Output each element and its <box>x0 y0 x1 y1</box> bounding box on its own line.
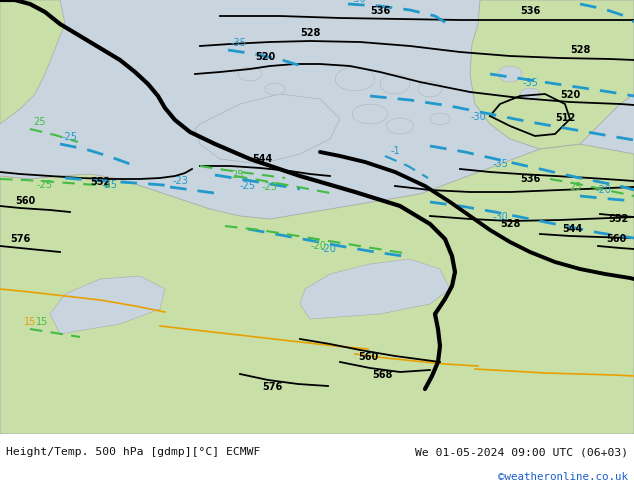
Text: -35: -35 <box>522 78 538 88</box>
Polygon shape <box>50 276 165 334</box>
Text: -30: -30 <box>492 212 508 222</box>
Text: 576: 576 <box>262 382 282 392</box>
Text: -30: -30 <box>350 0 366 4</box>
Text: -35: -35 <box>230 38 246 48</box>
Text: -25: -25 <box>37 180 53 190</box>
Text: 560: 560 <box>358 352 378 362</box>
Text: -20: -20 <box>320 244 336 254</box>
Text: 15: 15 <box>36 317 48 327</box>
Text: 536: 536 <box>370 6 390 16</box>
Text: 528: 528 <box>500 219 520 229</box>
Polygon shape <box>353 104 388 124</box>
Polygon shape <box>0 0 65 124</box>
Text: 552: 552 <box>608 214 628 224</box>
Polygon shape <box>300 259 450 319</box>
Text: 560: 560 <box>606 234 626 244</box>
Text: 520: 520 <box>255 52 275 62</box>
Polygon shape <box>195 94 340 164</box>
Text: 25: 25 <box>232 170 244 180</box>
Text: 528: 528 <box>570 45 590 55</box>
Text: 15: 15 <box>24 317 36 327</box>
Polygon shape <box>238 67 262 81</box>
Text: -25: -25 <box>102 180 118 190</box>
Polygon shape <box>498 66 522 82</box>
Polygon shape <box>520 88 540 100</box>
Polygon shape <box>386 118 414 134</box>
Polygon shape <box>418 81 442 97</box>
Text: -30: -30 <box>592 0 608 2</box>
Text: -20: -20 <box>595 185 611 195</box>
Polygon shape <box>335 67 375 91</box>
Text: 544: 544 <box>252 154 272 164</box>
Text: -30: -30 <box>470 112 486 122</box>
Text: 560: 560 <box>15 196 35 206</box>
Polygon shape <box>430 113 450 125</box>
Text: -25: -25 <box>62 132 78 142</box>
Text: 576: 576 <box>10 234 30 244</box>
Text: -20: -20 <box>310 241 326 251</box>
Text: Height/Temp. 500 hPa [gdmp][°C] ECMWF: Height/Temp. 500 hPa [gdmp][°C] ECMWF <box>6 447 261 457</box>
Polygon shape <box>470 0 634 149</box>
Text: -25: -25 <box>262 182 278 192</box>
Text: 520: 520 <box>560 90 580 100</box>
Polygon shape <box>265 83 285 95</box>
Polygon shape <box>380 74 410 94</box>
Text: 25: 25 <box>34 117 46 127</box>
Text: 536: 536 <box>520 6 540 16</box>
Text: -25: -25 <box>240 181 256 191</box>
Text: 25: 25 <box>569 182 581 192</box>
Text: 536: 536 <box>520 174 540 184</box>
Text: -23: -23 <box>172 176 188 186</box>
Text: 568: 568 <box>372 370 392 380</box>
Text: -1: -1 <box>390 146 400 156</box>
Text: ©weatheronline.co.uk: ©weatheronline.co.uk <box>498 472 628 482</box>
Text: We 01-05-2024 09:00 UTC (06+03): We 01-05-2024 09:00 UTC (06+03) <box>415 447 628 457</box>
Polygon shape <box>0 144 634 434</box>
Text: -35: -35 <box>492 159 508 169</box>
Text: 544: 544 <box>562 224 582 234</box>
Text: 552: 552 <box>90 177 110 187</box>
Text: 512: 512 <box>555 113 575 123</box>
Text: 528: 528 <box>300 28 320 38</box>
